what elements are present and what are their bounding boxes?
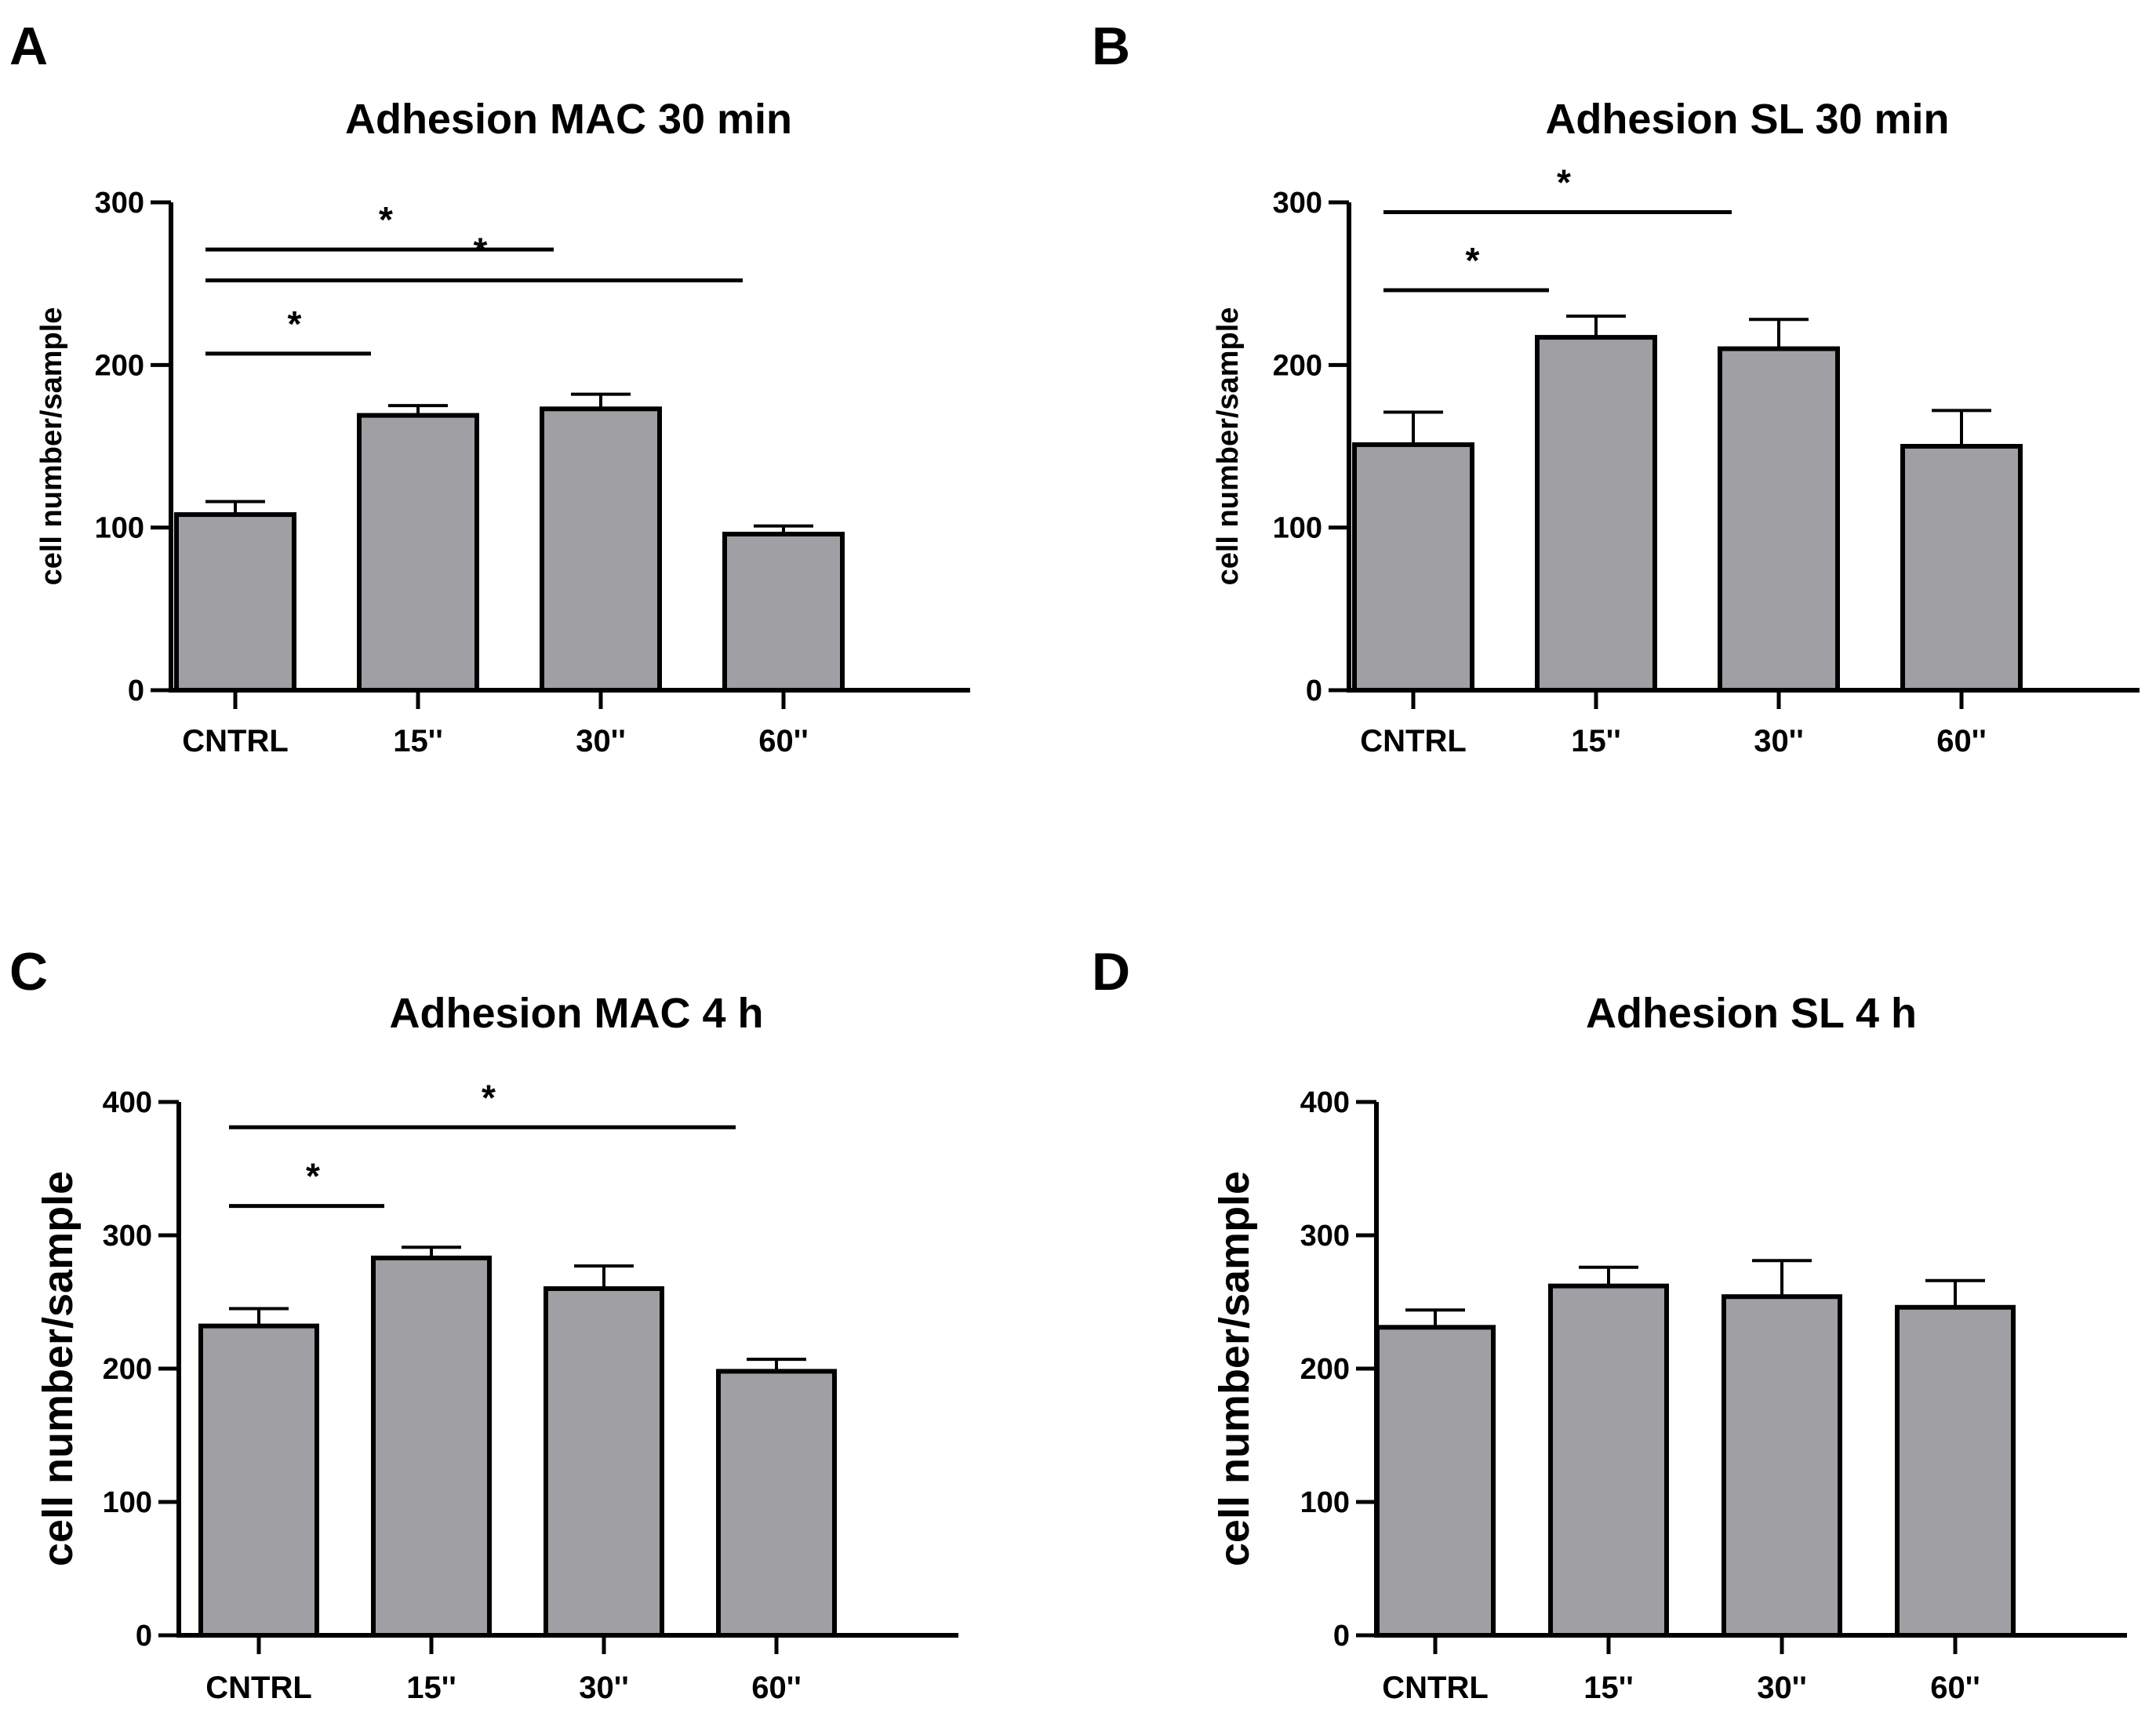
x-tick-label: 15'': [1583, 1671, 1634, 1705]
x-tick-label: 30'': [576, 724, 626, 758]
y-tick-label: 300: [103, 1220, 152, 1253]
bar: [544, 1286, 664, 1638]
y-tick-label: 200: [1273, 349, 1322, 382]
y-tick-label: 100: [1300, 1486, 1350, 1519]
bar: [722, 531, 845, 693]
significance-star: *: [1557, 162, 1571, 202]
panel-b: B Adhesion SL 30 min cell number/sample 0 10…: [1092, 16, 2140, 758]
y-tick-label: 100: [95, 512, 144, 545]
x-tick-label: 60'': [751, 1671, 802, 1705]
panel-letter: D: [1092, 942, 1130, 1002]
chart-title: Adhesion MAC 30 min: [345, 96, 792, 143]
x-tick-label: 60'': [758, 724, 809, 758]
bar: [371, 1255, 492, 1638]
panel-c: C Adhesion MAC 4 h cell number/sample 0 100 2…: [9, 942, 958, 1705]
x-tick-label: 30'': [579, 1671, 629, 1705]
y-axis-label: cell number/sample: [35, 1171, 82, 1566]
x-tick-label: 15'': [393, 724, 443, 758]
significance-star: *: [288, 304, 302, 344]
y-axis-label: cell number/sample: [35, 307, 68, 586]
panel-a: A Adhesion MAC 30 min cell number/sample 0 1…: [9, 16, 970, 758]
bar: [174, 512, 296, 693]
y-tick-label: 100: [1273, 512, 1322, 545]
significance-star: *: [306, 1156, 320, 1197]
x-tick-label: CNTRL: [1382, 1671, 1489, 1705]
y-tick-label: 200: [103, 1353, 152, 1386]
x-tick-label: CNTRL: [1360, 724, 1467, 758]
bar: [716, 1369, 837, 1638]
bar: [1352, 442, 1474, 693]
x-tick-label: 30'': [1754, 724, 1804, 758]
bar: [1900, 444, 2023, 693]
bar: [1548, 1283, 1669, 1638]
x-tick-label: 60'': [1930, 1671, 1980, 1705]
bar: [1535, 335, 1657, 693]
bar: [357, 413, 479, 693]
panel-d: D Adhesion SL 4 h cell number/sample 0 100 20…: [1092, 942, 2127, 1705]
bar: [540, 406, 662, 693]
x-tick-label: 60'': [1936, 724, 1987, 758]
x-tick-label: 15'': [406, 1671, 456, 1705]
y-tick-label: 300: [1300, 1220, 1350, 1253]
chart-title: Adhesion SL 4 h: [1586, 990, 1917, 1037]
y-tick-label: 100: [103, 1486, 152, 1519]
chart-title: Adhesion MAC 4 h: [389, 990, 763, 1037]
bar: [198, 1323, 319, 1638]
bar: [1375, 1325, 1496, 1638]
panel-letter: C: [9, 942, 48, 1002]
bar: [1718, 346, 1840, 693]
x-tick-label: CNTRL: [205, 1671, 312, 1705]
y-tick-label: 300: [1273, 187, 1322, 220]
significance-star: *: [474, 231, 488, 271]
y-tick-label: 0: [1306, 675, 1322, 707]
panel-letter: A: [9, 16, 48, 76]
significance-star: *: [379, 199, 393, 240]
bar: [1722, 1294, 1842, 1638]
x-tick-label: 15'': [1571, 724, 1621, 758]
panel-letter: B: [1092, 16, 1130, 76]
y-axis-label: cell number/sample: [1211, 1171, 1258, 1566]
y-tick-label: 200: [95, 349, 144, 382]
y-tick-label: 0: [136, 1620, 152, 1653]
y-tick-label: 300: [95, 187, 144, 220]
y-axis-label: cell number/sample: [1212, 307, 1245, 586]
y-tick-label: 0: [1333, 1620, 1350, 1653]
bar: [1895, 1304, 2016, 1638]
y-tick-label: 400: [1300, 1086, 1350, 1119]
x-tick-label: CNTRL: [182, 724, 289, 758]
y-tick-label: 200: [1300, 1353, 1350, 1386]
chart-title: Adhesion SL 30 min: [1545, 96, 1949, 143]
significance-star: *: [1466, 240, 1480, 281]
y-tick-label: 0: [128, 675, 144, 707]
y-tick-label: 400: [103, 1086, 152, 1119]
x-tick-label: 30'': [1757, 1671, 1807, 1705]
significance-star: *: [482, 1077, 496, 1118]
